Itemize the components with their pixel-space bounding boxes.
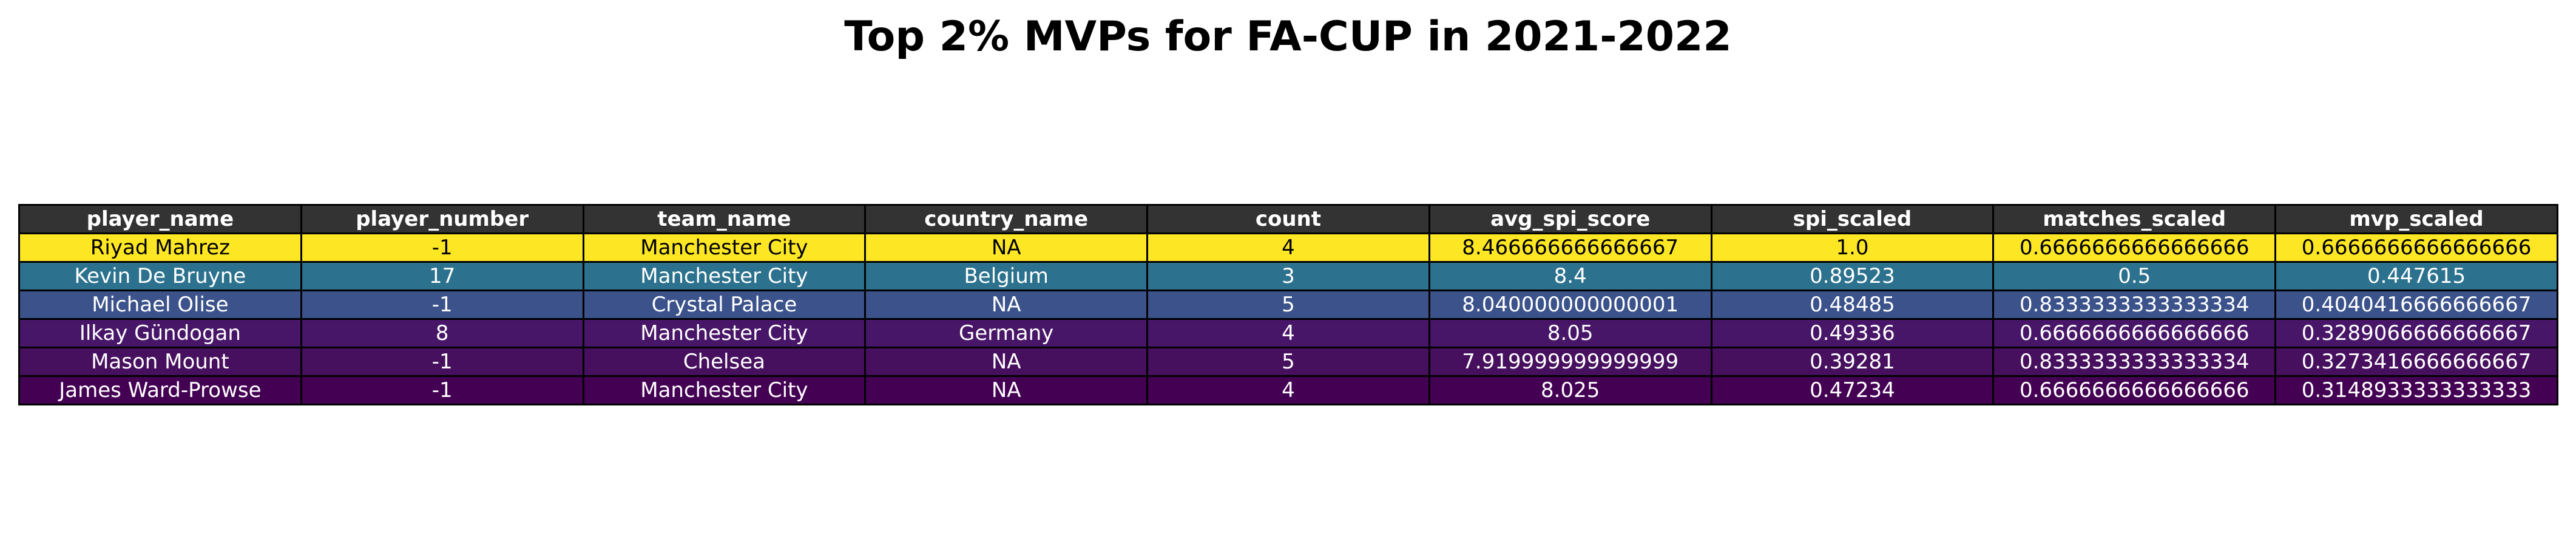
table-cell: 0.48485: [1710, 290, 1995, 320]
table-cell: Crystal Palace: [582, 290, 867, 320]
table-cell: 8.466666666666667: [1428, 232, 1712, 263]
table-row: Michael Olise -1 Crystal Palace NA 5 8.040000…: [18, 290, 2558, 320]
table-cell: 8.040000000000001: [1428, 290, 1712, 320]
table-cell: Chelsea: [582, 347, 867, 377]
table-cell: Mason Mount: [18, 347, 302, 377]
table-cell: -1: [300, 347, 584, 377]
table-cell: 5: [1146, 347, 1430, 377]
column-header-spi-scaled: spi_scaled: [1710, 204, 1995, 234]
table-cell: 0.8333333333333334: [1992, 347, 2277, 377]
table-row: Kevin De Bruyne 17 Manchester City Belgium 3…: [18, 261, 2558, 291]
table-cell: -1: [300, 290, 584, 320]
column-header-matches-scaled: matches_scaled: [1992, 204, 2277, 234]
table-row: Ilkay Gündogan 8 Manchester City Germany 4 8.…: [18, 318, 2558, 348]
mvp-table-container: player_name player_number team_name coun…: [18, 204, 2558, 405]
table-cell: Michael Olise: [18, 290, 302, 320]
column-header-team-name: team_name: [582, 204, 867, 234]
table-cell: 0.5: [1992, 261, 2277, 291]
table-cell: 0.6666666666666666: [1992, 318, 2277, 348]
table-cell: 0.49336: [1710, 318, 1995, 348]
table-cell: Ilkay Gündogan: [18, 318, 302, 348]
table-cell: -1: [300, 375, 584, 405]
table-cell: 0.3148933333333333: [2274, 375, 2558, 405]
table-body: Riyad Mahrez -1 Manchester City NA 4 8.466666…: [18, 232, 2558, 405]
table-header-row: player_name player_number team_name coun…: [18, 204, 2558, 234]
table-cell: Manchester City: [582, 375, 867, 405]
table-cell: 8.025: [1428, 375, 1712, 405]
table-cell: 0.8333333333333334: [1992, 290, 2277, 320]
table-cell: 0.3289066666666667: [2274, 318, 2558, 348]
column-header-player-name: player_name: [18, 204, 302, 234]
table-cell: 8.05: [1428, 318, 1712, 348]
table-cell: NA: [864, 290, 1149, 320]
table-cell: 1.0: [1710, 232, 1995, 263]
table-cell: Germany: [864, 318, 1149, 348]
table-row: Mason Mount -1 Chelsea NA 5 7.919999999999999…: [18, 347, 2558, 377]
mvp-table: player_name player_number team_name coun…: [18, 204, 2558, 405]
column-header-avg-spi-score: avg_spi_score: [1428, 204, 1712, 234]
table-cell: 0.39281: [1710, 347, 1995, 377]
table-row: James Ward-Prowse -1 Manchester City NA 4 8.0…: [18, 375, 2558, 405]
table-cell: Manchester City: [582, 232, 867, 263]
table-cell: 8.4: [1428, 261, 1712, 291]
table-cell: 3: [1146, 261, 1430, 291]
table-cell: Kevin De Bruyne: [18, 261, 302, 291]
table-cell: Manchester City: [582, 261, 867, 291]
table-cell: 0.4040416666666667: [2274, 290, 2558, 320]
table-cell: 0.89523: [1710, 261, 1995, 291]
table-cell: NA: [864, 232, 1149, 263]
table-cell: Belgium: [864, 261, 1149, 291]
chart-title: Top 2% MVPs for FA-CUP in 2021-2022: [844, 13, 1732, 61]
table-cell: 4: [1146, 318, 1430, 348]
table-cell: 4: [1146, 232, 1430, 263]
table-cell: 5: [1146, 290, 1430, 320]
table-cell: NA: [864, 347, 1149, 377]
table-cell: 0.6666666666666666: [2274, 232, 2558, 263]
column-header-mvp-scaled: mvp_scaled: [2274, 204, 2558, 234]
table-cell: 0.447615: [2274, 261, 2558, 291]
table-cell: 0.3273416666666667: [2274, 347, 2558, 377]
table-cell: 0.6666666666666666: [1992, 375, 2277, 405]
table-cell: James Ward-Prowse: [18, 375, 302, 405]
table-cell: 4: [1146, 375, 1430, 405]
table-cell: NA: [864, 375, 1149, 405]
table-cell: 0.6666666666666666: [1992, 232, 2277, 263]
table-cell: 17: [300, 261, 584, 291]
table-cell: 0.47234: [1710, 375, 1995, 405]
table-cell: 7.919999999999999: [1428, 347, 1712, 377]
table-row: Riyad Mahrez -1 Manchester City NA 4 8.466666…: [18, 232, 2558, 263]
column-header-count: count: [1146, 204, 1430, 234]
column-header-player-number: player_number: [300, 204, 584, 234]
table-cell: 8: [300, 318, 584, 348]
table-cell: Manchester City: [582, 318, 867, 348]
column-header-country-name: country_name: [864, 204, 1149, 234]
table-cell: Riyad Mahrez: [18, 232, 302, 263]
table-cell: -1: [300, 232, 584, 263]
